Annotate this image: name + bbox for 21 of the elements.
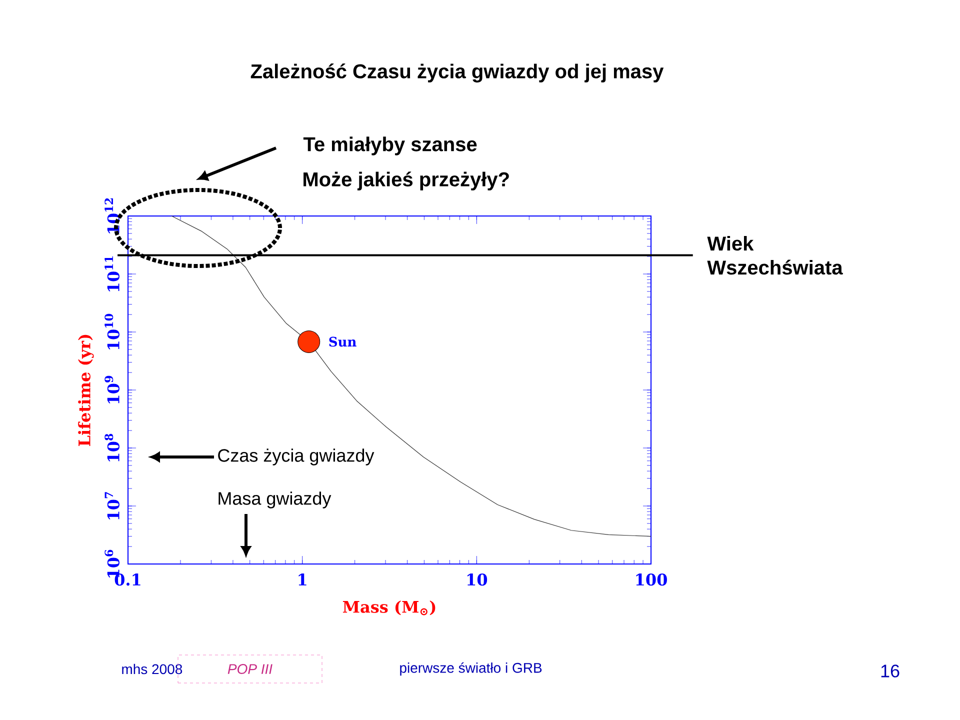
text: Te miałyby szanse [303,136,477,156]
annotation: Masa gwiazdy [218,492,332,508]
y-tick-label: 10$^{7}$ [104,492,120,520]
text: mhs 2008 [122,664,182,674]
chart-title: Zależność Czasu życia gwiazdy od jej masy [250,64,664,82]
x-tick-label: 100 [636,574,667,586]
y-tick-label: 10$^{11}$ [104,256,120,292]
text: POP III [228,664,272,674]
text: 16 [881,664,900,678]
legend-label: Sun [329,336,356,347]
x-tick-label: 1 [298,574,306,586]
x-axis-title: Mass (M$_{⊙}$) [342,600,436,616]
ref-line-label: Wiek Wszechświata [707,236,843,275]
text: pierwsze światło i GRB [400,662,542,676]
text: Może jakieś przeżyły? [304,172,509,190]
x-tick-label: 10 [468,574,488,586]
y-axis-title: Lifetime (yr) [78,334,94,446]
y-tick-label: 10$^{10}$ [104,314,120,350]
y-tick-label: 10$^{9}$ [104,376,120,404]
y-tick-label: 10$^{8}$ [104,434,120,462]
annotation: Czas życia gwiazdy [218,448,374,466]
